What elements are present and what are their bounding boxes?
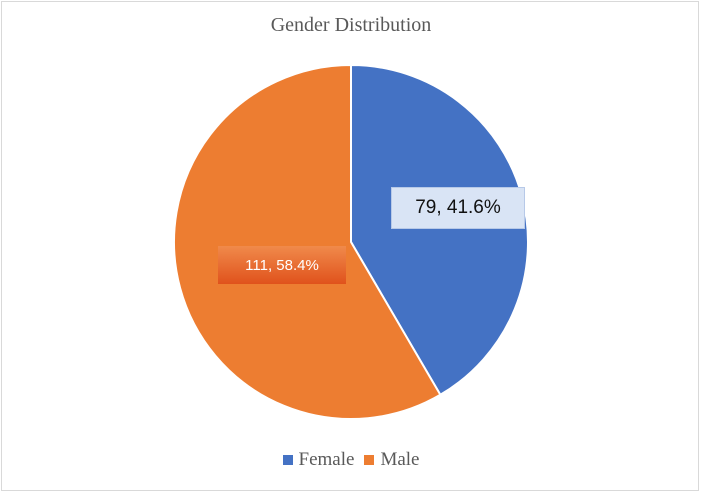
pie-slices <box>173 63 529 420</box>
legend: Female Male <box>0 449 702 471</box>
data-label-male: 111, 58.4% <box>218 246 346 284</box>
legend-item-male: Male <box>364 449 419 471</box>
chart-title: Gender Distribution <box>270 14 432 36</box>
legend-label-male: Male <box>380 449 420 470</box>
pie-slice-male <box>173 63 442 420</box>
legend-item-female: Female <box>282 449 355 471</box>
legend-label-female: Female <box>298 449 355 470</box>
data-label-female: 79, 41.6% <box>391 187 525 229</box>
legend-swatch-female <box>282 455 293 465</box>
legend-swatch-male <box>364 455 375 465</box>
